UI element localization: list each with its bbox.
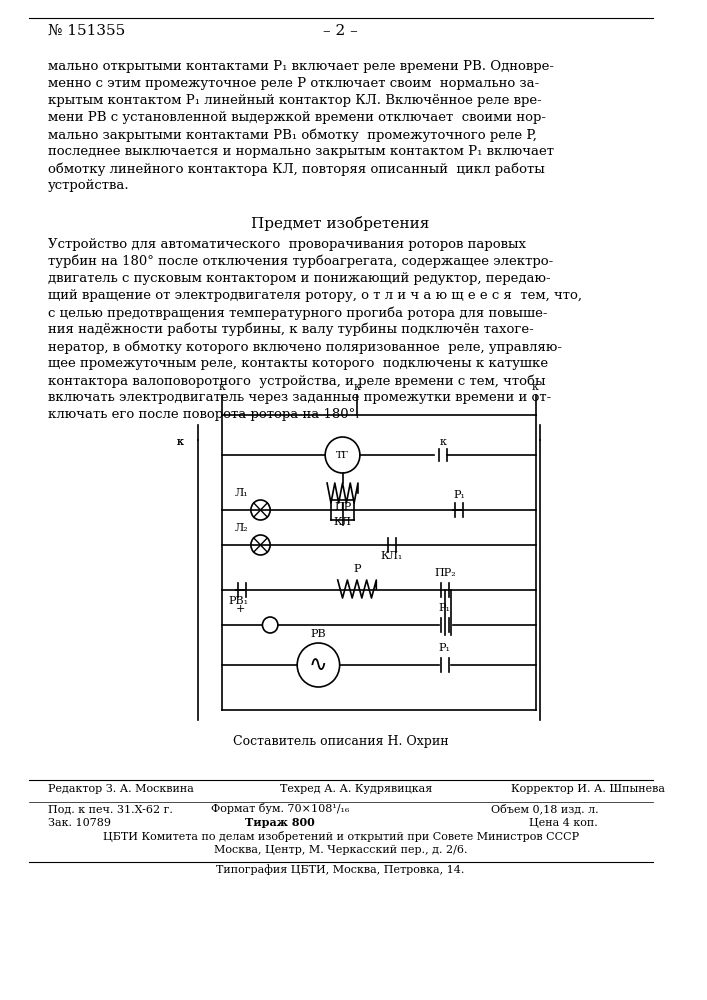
Text: ТГ: ТГ: [336, 450, 349, 460]
Text: Р₁: Р₁: [439, 643, 451, 653]
Text: крытым контактом P₁ линейный контактор КЛ. Включённое реле вре-: крытым контактом P₁ линейный контактор К…: [48, 94, 542, 107]
Text: – 2 –: – 2 –: [323, 24, 358, 38]
Text: РВ: РВ: [310, 629, 326, 639]
Text: щее промежуточным реле, контакты которого  подключены к катушке: щее промежуточным реле, контакты которог…: [48, 357, 549, 370]
Text: к: к: [532, 382, 539, 392]
Text: к: к: [177, 437, 183, 447]
Text: Л₂: Л₂: [234, 523, 248, 533]
Text: обмотку линейного контактора КЛ, повторяя описанный  цикл работы: обмотку линейного контактора КЛ, повторя…: [48, 162, 545, 176]
Text: двигатель с пусковым контактором и понижающий редуктор, передаю-: двигатель с пусковым контактором и пониж…: [48, 272, 551, 285]
Text: мени РВ с установленной выдержкой времени отключает  своими нор-: мени РВ с установленной выдержкой времен…: [48, 111, 547, 124]
Text: мально закрытыми контактами РВ₁ обмотку  промежуточного реле P,: мально закрытыми контактами РВ₁ обмотку …: [48, 128, 537, 141]
Text: КЛ: КЛ: [334, 517, 351, 527]
Text: +: +: [235, 604, 245, 614]
Text: Техред А. А. Кудрявицкая: Техред А. А. Кудрявицкая: [280, 784, 432, 794]
Text: ПР: ПР: [334, 502, 351, 512]
Text: контактора валоповоротного  устройства, и реле времени с тем, чтобы: контактора валоповоротного устройства, и…: [48, 374, 546, 387]
Text: к: к: [177, 437, 183, 447]
Text: турбин на 180° после отключения турбоагрегата, содержащее электро-: турбин на 180° после отключения турбоагр…: [48, 255, 554, 268]
Text: к: к: [218, 382, 226, 392]
Text: Редактор З. А. Москвина: Редактор З. А. Москвина: [48, 784, 194, 794]
Text: менно с этим промежуточное реле P отключает своим  нормально за-: менно с этим промежуточное реле P отключ…: [48, 77, 539, 90]
Text: к: к: [440, 437, 446, 447]
Text: Формат бум. 70×108¹/₁₆: Формат бум. 70×108¹/₁₆: [211, 803, 349, 814]
Text: нератор, в обмотку которого включено поляризованное  реле, управляю-: нератор, в обмотку которого включено пол…: [48, 340, 562, 354]
Text: Зак. 10789: Зак. 10789: [48, 818, 111, 828]
Text: к: к: [354, 382, 361, 392]
Text: Типография ЦБТИ, Москва, Петровка, 14.: Типография ЦБТИ, Москва, Петровка, 14.: [216, 864, 464, 875]
Text: ния надёжности работы турбины, к валу турбины подключён тахоге-: ния надёжности работы турбины, к валу ту…: [48, 323, 534, 336]
Text: Р₁: Р₁: [439, 603, 451, 613]
Text: ∿: ∿: [309, 655, 328, 675]
Text: КЛ₁: КЛ₁: [380, 551, 403, 561]
Text: ключать его после поворота ротора на 180°.: ключать его после поворота ротора на 180…: [48, 408, 360, 421]
Text: Корректор И. А. Шпынева: Корректор И. А. Шпынева: [511, 784, 665, 794]
Text: Р₁: Р₁: [453, 490, 465, 500]
Text: Под. к печ. 31.X-62 г.: Под. к печ. 31.X-62 г.: [48, 804, 173, 814]
Text: ЦБТИ Комитета по делам изобретений и открытий при Совете Министров СССР: ЦБТИ Комитета по делам изобретений и отк…: [103, 831, 578, 842]
Text: устройства.: устройства.: [48, 179, 130, 192]
Text: Составитель описания Н. Охрин: Составитель описания Н. Охрин: [233, 735, 448, 748]
Text: Предмет изобретения: Предмет изобретения: [252, 216, 430, 231]
Text: Р: Р: [354, 564, 361, 574]
Text: последнее выключается и нормально закрытым контактом P₁ включает: последнее выключается и нормально закрыт…: [48, 145, 554, 158]
Text: щий вращение от электродвигателя ротору, о т л и ч а ю щ е е с я  тем, что,: щий вращение от электродвигателя ротору,…: [48, 289, 583, 302]
Text: № 151355: № 151355: [48, 24, 126, 38]
Text: Цена 4 коп.: Цена 4 коп.: [530, 818, 598, 828]
Text: Тираж 800: Тираж 800: [245, 817, 315, 828]
Text: Устройство для автоматического  проворачивания роторов паровых: Устройство для автоматического проворачи…: [48, 238, 526, 251]
Text: Москва, Центр, М. Черкасский пер., д. 2/6.: Москва, Центр, М. Черкасский пер., д. 2/…: [214, 845, 467, 855]
Text: мально открытыми контактами P₁ включает реле времени РВ. Одновре-: мально открытыми контактами P₁ включает …: [48, 60, 554, 73]
Text: РВ₁: РВ₁: [228, 596, 248, 606]
Text: Л₁: Л₁: [234, 488, 248, 498]
Text: Объем 0,18 изд. л.: Объем 0,18 изд. л.: [491, 803, 598, 814]
Text: включать электродвигатель через заданные промежутки времени и от-: включать электродвигатель через заданные…: [48, 391, 551, 404]
Text: ПР₂: ПР₂: [434, 568, 455, 578]
Text: с целью предотвращения температурного прогиба ротора для повыше-: с целью предотвращения температурного пр…: [48, 306, 548, 320]
